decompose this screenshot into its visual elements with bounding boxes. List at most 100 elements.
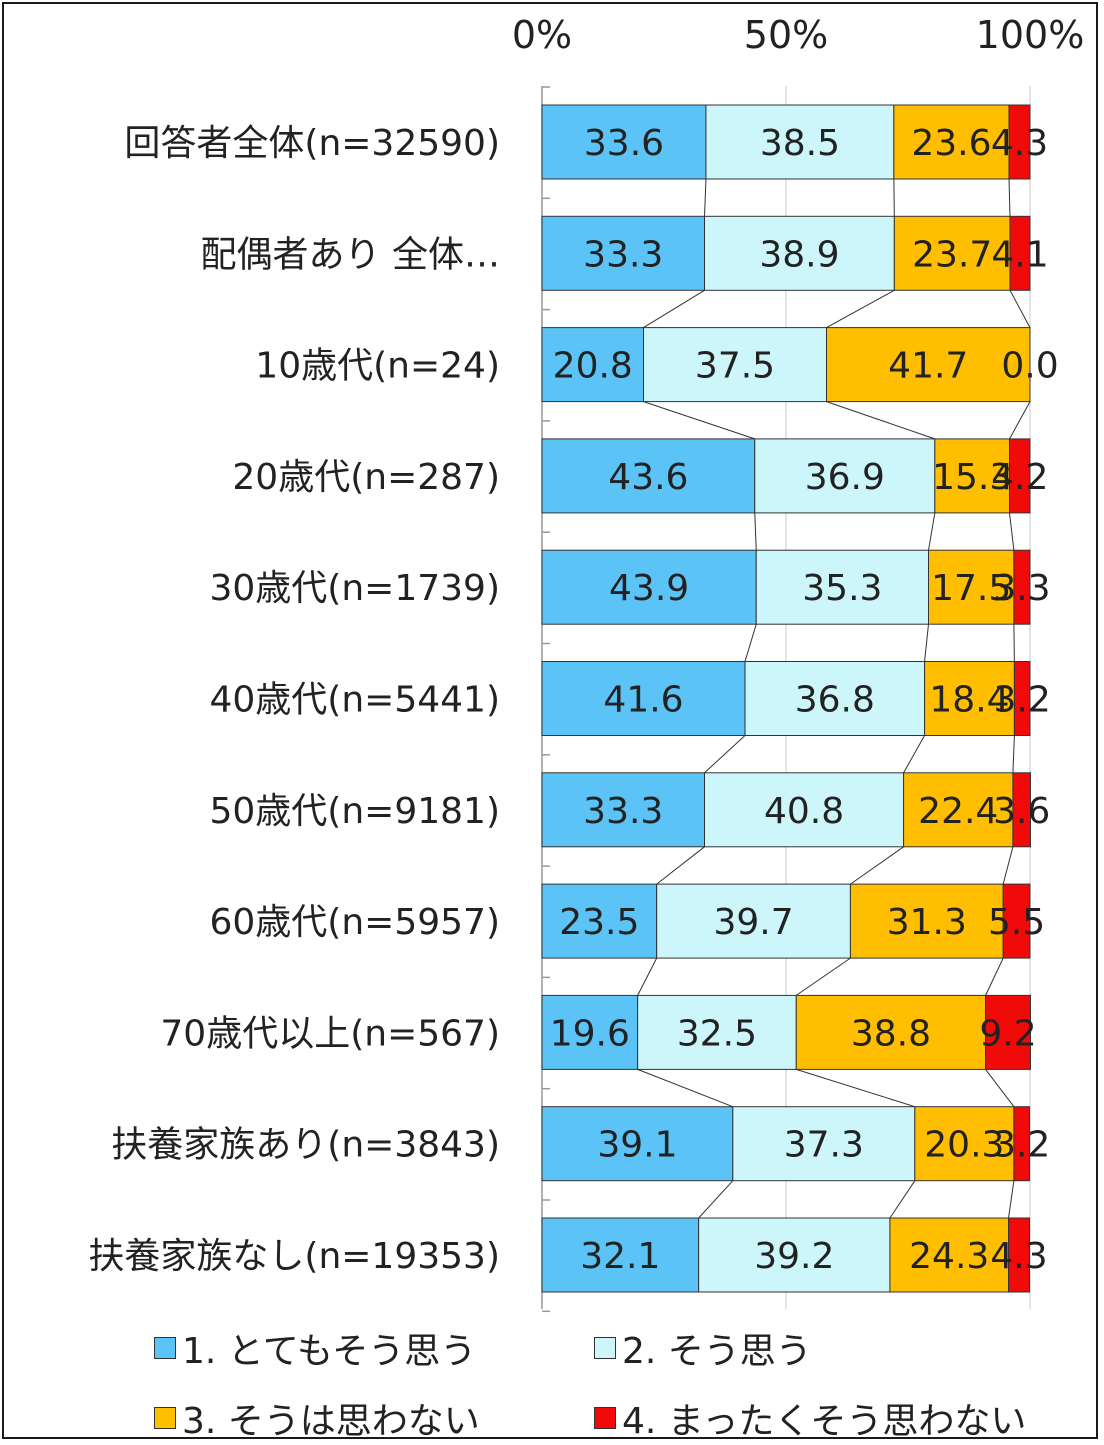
- bar-segment: [732, 1106, 916, 1182]
- data-label: 32.5: [677, 1013, 757, 1054]
- bar-segment: [541, 104, 707, 180]
- data-label: 24.3: [909, 1236, 989, 1277]
- data-label: 31.3: [887, 902, 967, 943]
- data-label: 3.2: [993, 1125, 1050, 1166]
- series-connector: [1009, 512, 1015, 551]
- data-label: 3.6: [993, 791, 1050, 832]
- data-label: 35.3: [802, 568, 882, 609]
- series-connector: [795, 957, 851, 996]
- data-label: 3.2: [994, 680, 1051, 721]
- bar-segment: [643, 327, 828, 403]
- bar-segment: [1009, 438, 1031, 514]
- data-label: 39.2: [754, 1236, 834, 1277]
- bar-segment: [934, 438, 1011, 514]
- legend-item: 2. そう思う: [594, 1322, 812, 1374]
- category-label: 配偶者あり 全体…: [201, 234, 500, 275]
- data-label: 40.8: [764, 791, 844, 832]
- category-label: 20歳代(n=287): [232, 457, 500, 498]
- bar-segment: [1008, 104, 1031, 180]
- category-label: 扶養家族なし(n=19353): [88, 1236, 500, 1277]
- bar-segment: [541, 438, 756, 514]
- series-connectors: [637, 178, 1031, 1219]
- series-connector: [1008, 178, 1011, 217]
- data-label: 33.3: [583, 791, 663, 832]
- data-label: 4.3: [991, 123, 1048, 164]
- bar-segment: [826, 327, 1031, 403]
- bar-segment: [541, 215, 706, 291]
- series-connector: [924, 624, 929, 662]
- series-connector: [704, 735, 746, 774]
- data-label: 41.6: [603, 680, 683, 721]
- bar-segment: [755, 549, 929, 625]
- series-connector: [637, 957, 658, 996]
- series-connector: [1009, 290, 1031, 328]
- data-label: 4.3: [990, 1236, 1047, 1277]
- data-label: 39.1: [597, 1125, 677, 1166]
- series-connector: [704, 178, 707, 217]
- category-label: 10歳代(n=24): [255, 346, 500, 387]
- bar-segment: [1002, 883, 1031, 959]
- series-connector: [985, 1069, 1015, 1108]
- legend-item: 1. とてもそう思う: [154, 1322, 476, 1374]
- bar-segment: [1008, 1217, 1031, 1293]
- series-connector: [826, 401, 936, 440]
- series-connector: [1008, 1180, 1015, 1219]
- bar-segment: [637, 994, 797, 1070]
- data-label: 20.8: [553, 346, 633, 387]
- bar-segment: [893, 215, 1011, 291]
- bar-segment: [893, 104, 1010, 180]
- series-connector: [656, 846, 705, 885]
- bar-segment: [924, 661, 1015, 736]
- legend-swatch: [154, 1337, 176, 1359]
- data-label: 23.5: [559, 902, 639, 943]
- bar-segment: [704, 772, 905, 848]
- data-label: 37.3: [784, 1125, 864, 1166]
- data-label: 18.4: [929, 680, 1009, 721]
- data-label: 9.2: [979, 1013, 1036, 1054]
- series-connector: [643, 401, 755, 440]
- series-connector: [698, 1180, 734, 1219]
- bar-segment: [541, 994, 639, 1070]
- data-label: 19.6: [550, 1013, 630, 1054]
- data-label: 4.1: [991, 234, 1048, 275]
- bar-segment: [1013, 549, 1031, 625]
- bar-segment: [541, 327, 645, 403]
- legend-label: 2. そう思う: [622, 1331, 812, 1372]
- data-label: 4.2: [991, 457, 1048, 498]
- legend-swatch: [594, 1407, 616, 1429]
- series-connector: [850, 846, 904, 885]
- category-label: 扶養家族あり(n=3843): [111, 1125, 500, 1166]
- bar-segment: [705, 104, 895, 180]
- bar-segment: [541, 1106, 734, 1182]
- stacked-bar-chart: 0% 50% 100% 33.6 38.5 23.6 4.333.3 38.9 23.7 4.1…: [88, 13, 1084, 1313]
- data-label: 38.9: [759, 234, 839, 275]
- legend-label: 4. まったくそう思わない: [622, 1401, 1027, 1442]
- category-label: 40歳代(n=5441): [210, 680, 501, 721]
- data-labels: 33.6 38.5 23.6 4.333.3 38.9 23.7 4.120.8 37.5 41…: [550, 123, 1059, 1277]
- data-label: 5.5: [988, 902, 1045, 943]
- legend-label: 3. そうは思わない: [182, 1401, 480, 1442]
- category-label: 回答者全体(n=32590): [124, 123, 500, 164]
- series-connector: [744, 624, 757, 662]
- bar-segment: [541, 772, 706, 848]
- legend-swatch: [154, 1407, 176, 1429]
- data-label: 32.1: [580, 1236, 660, 1277]
- bar-segment: [541, 549, 757, 625]
- data-label: 17.5: [931, 568, 1011, 609]
- data-label: 3.3: [993, 568, 1050, 609]
- data-label: 33.3: [583, 234, 663, 275]
- data-label: 20.3: [924, 1125, 1004, 1166]
- data-label: 43.9: [609, 568, 689, 609]
- legend-label: 1. とてもそう思う: [182, 1331, 477, 1372]
- data-label: 15.3: [932, 457, 1012, 498]
- data-label: 36.9: [805, 457, 885, 498]
- category-label: 70歳代以上(n=567): [160, 1013, 500, 1054]
- bar-segment: [927, 549, 1015, 625]
- series-connector: [754, 512, 757, 551]
- category-labels: 回答者全体(n=32590) 配偶者あり 全体… 10歳代(n=24) 20歳代(n=…: [88, 123, 500, 1277]
- bar-segment: [985, 994, 1031, 1070]
- series-connector: [1009, 401, 1031, 440]
- bar-segment: [1009, 215, 1031, 291]
- bar-segment: [541, 1217, 700, 1293]
